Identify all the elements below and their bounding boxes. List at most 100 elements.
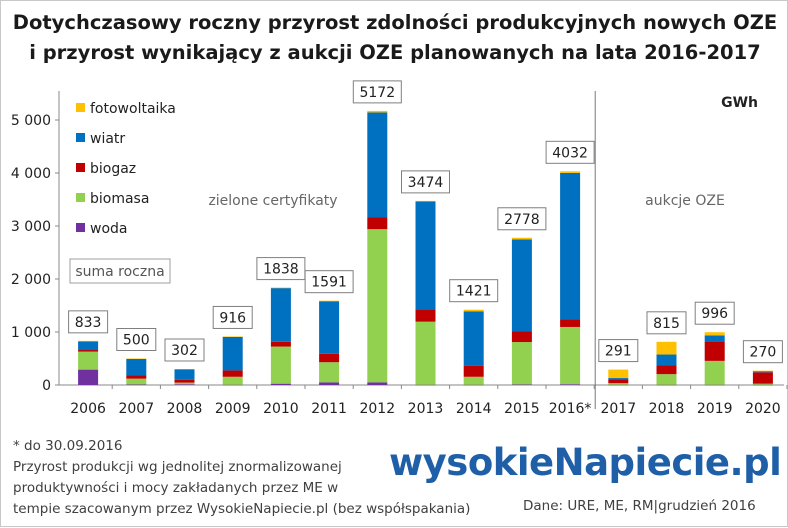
total-label-box: [352, 80, 402, 104]
x-tick-label: 2018: [649, 401, 685, 417]
bar-segment-woda: [174, 384, 195, 385]
bar-segment-biogaz: [463, 365, 484, 377]
y-tick-label: 4 000: [11, 166, 51, 182]
total-label: 916: [219, 310, 246, 326]
total-label: 270: [750, 345, 777, 361]
bar-segment-wiatr: [560, 172, 581, 320]
total-label-box: [401, 170, 450, 194]
legend-swatch-biomasa: [76, 193, 85, 202]
bar-segment-biomasa: [752, 383, 773, 385]
bar-segment-biomasa: [222, 376, 243, 385]
x-tick-label: 2008: [167, 401, 203, 417]
x-tick-label: 2014: [456, 401, 492, 417]
bar-segment-wiatr: [463, 311, 484, 366]
legend-swatch-wiatr: [76, 133, 85, 142]
bar-segment-biomasa: [415, 321, 436, 385]
bar-segment-biomasa: [463, 376, 484, 385]
data-source: Dane: URE, ME, RM|grudzień 2016: [523, 498, 756, 514]
y-tick-label: 0: [42, 378, 51, 394]
bar-segment-wiatr: [656, 354, 677, 366]
total-label: 833: [75, 315, 102, 331]
x-tick-label: 2009: [215, 401, 251, 417]
bar-segment-woda: [319, 382, 340, 385]
sum-label-box: [69, 258, 171, 284]
bar-segment-woda: [126, 384, 147, 385]
total-label: 291: [605, 344, 632, 360]
bar-segment-wiatr: [511, 239, 532, 332]
bar-segment-wiatr: [270, 288, 291, 342]
bar-segment-fotowoltaika: [463, 309, 484, 312]
total-label-box: [598, 339, 639, 363]
total-label-box: [742, 340, 783, 364]
y-tick-label: 2 000: [11, 272, 51, 288]
total-label: 1421: [456, 284, 492, 300]
bar-segment-biogaz: [319, 353, 340, 363]
total-label-box: [694, 301, 735, 325]
bar-segment-biogaz: [656, 365, 677, 375]
bar-segment-fotowoltaika: [78, 340, 99, 342]
legend-swatch-biogaz: [76, 163, 85, 172]
total-label: 5172: [359, 85, 395, 101]
x-tick-label: 2019: [697, 401, 733, 417]
x-tick-label: 2020: [745, 401, 781, 417]
bar-segment-wiatr: [126, 358, 147, 376]
legend-label-biomasa: biomasa: [90, 191, 149, 207]
footnote-method-1: Przyrost produkcji wg jednolitej znormal…: [13, 459, 342, 475]
x-tick-label: 2012: [359, 401, 395, 417]
bar-segment-fotowoltaika: [174, 368, 195, 370]
bar-segment-biomasa: [126, 378, 147, 385]
bar-segment-biomasa: [608, 383, 629, 385]
total-label-box: [256, 257, 306, 281]
total-label-box: [212, 305, 253, 329]
bar-segment-biogaz: [511, 331, 532, 343]
footnote-method-2: produktywności i mocy zakładanych przez …: [13, 480, 339, 496]
bar-segment-fotowoltaika: [415, 200, 436, 202]
bar-segment-biogaz: [222, 370, 243, 377]
total-label: 815: [653, 316, 680, 332]
x-tick-label: 2007: [118, 401, 154, 417]
bar-segment-wiatr: [608, 378, 629, 380]
total-label-box: [646, 311, 687, 335]
total-label: 302: [171, 343, 198, 359]
bar-segment-fotowoltaika: [511, 237, 532, 240]
bar-segment-biogaz: [752, 372, 773, 384]
bar-segment-woda: [270, 383, 291, 385]
bar-segment-fotowoltaika: [704, 332, 725, 336]
bar-segment-biomasa: [704, 360, 725, 385]
total-label: 1591: [311, 275, 347, 291]
bar-segment-biogaz: [367, 217, 388, 230]
bar-segment-biomasa: [511, 342, 532, 385]
total-label-box: [545, 140, 595, 164]
bar-segment-wiatr: [174, 369, 195, 380]
bar-segment-woda: [511, 384, 532, 385]
bar-segment-woda: [704, 384, 725, 386]
total-label: 500: [123, 333, 150, 349]
bar-segment-fotowoltaika: [222, 336, 243, 337]
bar-segment-biogaz: [608, 379, 629, 384]
bar-segment-fotowoltaika: [367, 110, 388, 113]
bar-segment-woda: [78, 369, 99, 385]
bar-segment-woda: [222, 384, 243, 386]
region-label-left: zielone certyfikaty: [208, 193, 337, 209]
total-label: 3474: [408, 175, 444, 191]
bar-segment-wiatr: [415, 201, 436, 311]
chart-title-line-1: Dotychczasowy roczny przyrost zdolności …: [12, 11, 778, 34]
x-tick-label: 2006: [70, 401, 106, 417]
bar-segment-wiatr: [222, 336, 243, 371]
x-tick-label: 2013: [408, 401, 444, 417]
legend-swatch-fotowoltaika: [76, 103, 85, 112]
legend-label-wiatr: wiatr: [90, 131, 125, 147]
bar-segment-woda: [608, 384, 629, 386]
legend-label-fotowoltaika: fotowoltaika: [90, 101, 176, 117]
x-tick-label: 2016*: [549, 401, 592, 417]
bar-segment-wiatr: [367, 112, 388, 218]
total-label-box: [164, 338, 205, 362]
bar-segment-fotowoltaika: [608, 369, 629, 379]
bar-segment-biomasa: [174, 382, 195, 385]
sum-label: suma roczna: [75, 264, 164, 280]
total-label: 996: [701, 306, 728, 322]
bar-segment-biomasa: [560, 326, 581, 385]
bar-segment-biogaz: [270, 341, 291, 347]
bar-segment-biogaz: [415, 310, 436, 322]
